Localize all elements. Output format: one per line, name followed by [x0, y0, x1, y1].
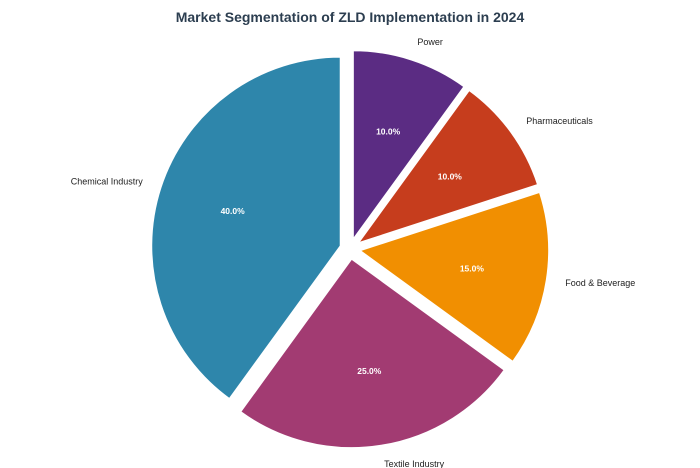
pie-slice-textile-industry [239, 257, 506, 449]
pie-slice-food-beverage [358, 191, 550, 363]
chart-title: Market Segmentation of ZLD Implementatio… [175, 9, 525, 25]
slice-percent-chemical-industry: 40.0% [221, 206, 246, 216]
slice-label-pharmaceuticals: Pharmaceuticals [526, 116, 593, 126]
pie-slice-power [352, 49, 466, 242]
slice-percent-textile-industry: 25.0% [357, 366, 382, 376]
slice-label-chemical-industry: Chemical Industry [71, 177, 144, 187]
slice-label-food-beverage: Food & Beverage [565, 278, 635, 288]
pie-slice-pharmaceuticals [356, 89, 539, 245]
slice-percent-pharmaceuticals: 10.0% [438, 171, 463, 181]
slice-percent-food-beverage: 15.0% [460, 263, 485, 273]
pie-slice-chemical-industry [150, 56, 342, 400]
slice-label-textile-industry: Textile Industry [384, 459, 445, 468]
slice-label-power: Power [417, 37, 443, 47]
slice-percent-power: 10.0% [376, 127, 401, 137]
